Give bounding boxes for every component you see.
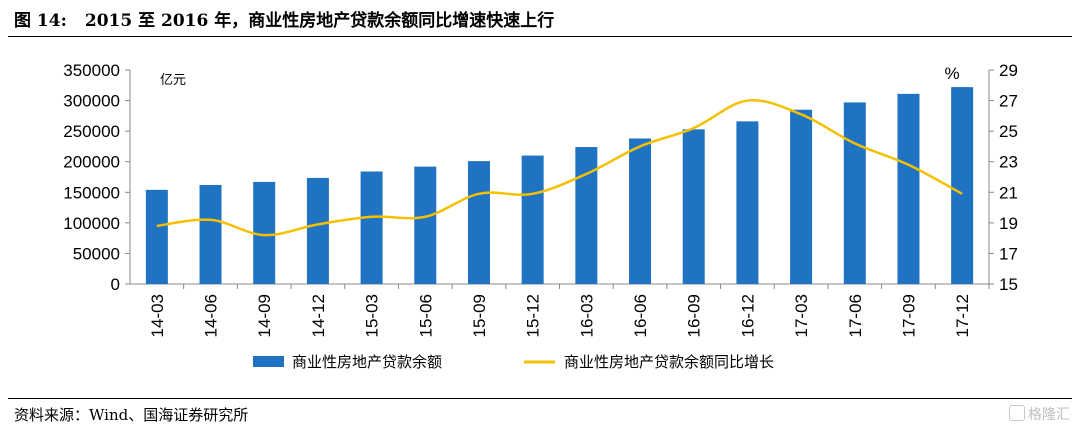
plot-group: 0 50000 100000 150000 200000 250000 300000 3500… [63,61,1018,337]
legend: 商业性房地产贷款余额 商业性房地产贷款余额同比增长 [253,353,774,371]
left-tick-label: 300000 [63,92,120,111]
x-tick-label: 14-09 [255,294,274,337]
x-tick-label: 15-09 [470,294,489,337]
right-tick-label: 19 [999,214,1018,233]
figure-title: 图 14: 2015 至 2016 年，商业性房地产贷款余额同比增速快速上行 [14,6,554,31]
x-tick-label: 16-06 [631,294,650,337]
bar-14-06 [199,184,222,284]
bar-14-09 [253,181,276,284]
bar-17-03 [790,109,813,284]
figure-number: 图 14: [14,11,67,31]
bar-16-06 [629,138,652,284]
right-tick-label: 27 [999,92,1018,111]
bar-16-03 [575,147,598,284]
x-tick-label: 17-03 [792,294,811,337]
legend-bar-swatch [253,356,284,367]
right-axis-unit: % [944,64,959,83]
bar-15-09 [467,161,490,284]
x-tick-label: 15-03 [363,294,382,337]
left-tick-label: 50000 [73,244,120,263]
bar-14-12 [306,177,329,284]
bar-15-06 [414,166,437,284]
left-tick-label: 250000 [63,122,120,141]
x-tick-label: 17-12 [953,294,972,337]
right-tick-label: 17 [999,244,1018,263]
x-tick-label: 17-06 [846,294,865,337]
x-tick-label: 14-06 [202,294,221,337]
figure-title-text: 2015 至 2016 年，商业性房地产贷款余额同比增速快速上行 [84,11,555,31]
left-tick-label: 100000 [63,214,120,233]
x-tick-label: 16-12 [738,294,757,337]
growth-rate-line [156,98,963,237]
bar-16-12 [736,121,759,284]
left-tick-label: 150000 [63,183,120,202]
watermark: 格隆汇 [1009,404,1070,424]
bar-15-12 [521,155,544,284]
x-tick-label: 16-09 [685,294,704,337]
x-tick-label: 14-12 [309,294,328,337]
right-tick-label: 25 [999,122,1018,141]
x-tick-label: 17-09 [899,294,918,337]
right-tick-label: 21 [999,183,1018,202]
left-tick-label: 350000 [63,61,120,80]
bar-17-06 [843,102,866,284]
left-tick-label: 200000 [63,153,120,172]
chart-area: 0 50000 100000 150000 200000 250000 300000 3500… [63,61,1018,371]
right-tick-label: 23 [999,153,1018,172]
legend-bar-label: 商业性房地产贷款余额 [292,353,442,371]
x-tick-label: 15-06 [416,294,435,337]
watermark-logo-icon [1009,405,1025,421]
x-tick-label: 14-03 [148,294,167,337]
source-divider [8,398,1072,399]
left-axis-unit: 亿元 [160,72,186,87]
x-tick-label: 15-12 [524,294,543,337]
bar-17-12 [951,87,974,285]
bar-14-03 [145,189,168,284]
x-tick-label: 16-03 [577,294,596,337]
legend-line-label: 商业性房地产贷款余额同比增长 [564,353,774,371]
right-tick-label: 29 [999,61,1018,80]
bar-15-03 [360,171,383,284]
right-tick-label: 15 [999,275,1018,294]
watermark-text: 格隆汇 [1028,407,1070,423]
title-divider [8,36,1072,37]
bar-16-09 [682,129,705,284]
bar-17-09 [897,93,920,285]
source-note: 资料来源：Wind、国海证券研究所 [14,406,249,424]
left-tick-label: 0 [111,275,120,294]
